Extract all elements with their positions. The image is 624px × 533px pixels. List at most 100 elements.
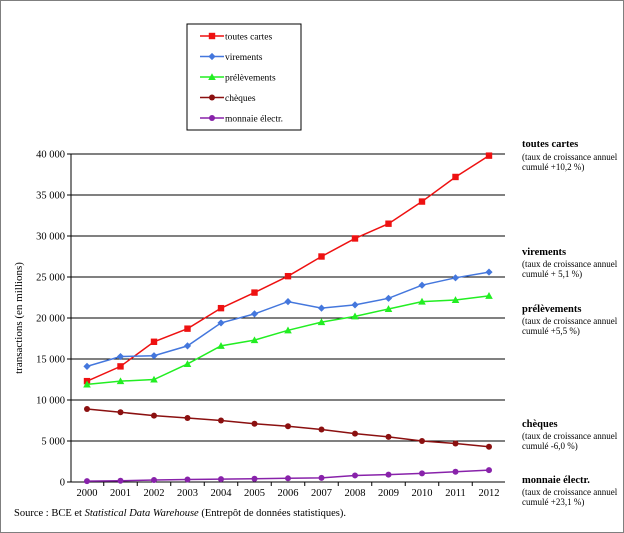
data-point [184,325,191,332]
data-point [183,360,192,367]
data-point [83,380,91,388]
x-tick-label: 2000 [77,488,98,499]
data-point [486,467,492,474]
data-point [385,433,392,440]
annotation-prelevements-text: (taux de croissance annuel cumulé +5,5 %… [522,316,622,336]
annotation-monnaie-title: monnaie électr. [522,475,590,486]
data-point [250,310,259,318]
data-point [384,305,393,313]
data-point [217,304,225,312]
data-point [318,426,325,433]
data-point [385,471,392,478]
legend-item-virements: virements [200,52,263,63]
series-toutes-cartes [83,152,493,385]
annotation-toutes-cartes-text: (taux de croissance annuel cumulé +10,2 … [522,152,622,172]
data-point [117,363,124,370]
annotation-line: (taux de croissance annuel [522,316,618,326]
data-point [251,289,258,296]
x-tick-label: 2005 [244,488,265,499]
x-tick-label: 2007 [311,488,332,499]
data-point [351,312,359,320]
x-tick-label: 2004 [211,488,233,499]
series-virements [83,268,493,370]
data-point [217,342,225,349]
legend-marker [209,115,215,121]
legend-label: virements [225,53,263,63]
data-point [150,338,158,345]
data-point [485,268,493,276]
annotation-line: (taux de croissance annuel [522,152,618,162]
legend-marker [209,94,215,101]
data-point [184,476,191,483]
x-tick-label: 2009 [378,488,399,499]
y-tick-label: 0 [60,478,65,489]
data-point [318,474,325,481]
legend-marker [208,32,216,40]
data-point [150,352,158,360]
legend-label: chèques [225,94,256,104]
data-point [452,173,459,181]
legend-label: prélèvements [225,74,276,84]
data-point [351,235,359,242]
data-point [452,468,459,475]
annotation-line: (taux de croissance annuel [522,487,618,497]
data-point [485,292,493,299]
series-line [86,295,490,386]
data-point [419,438,425,444]
legend-item-pr-l-vements: prélèvements [200,73,276,84]
data-point [251,475,258,482]
source-suffix: (Entrepôt de données statistiques). [198,508,346,519]
y-tick-label: 10 000 [36,396,65,407]
legend-label: monnaie électr. [225,115,283,125]
x-tick-label: 2006 [278,488,299,499]
annotation-monnaie-text: (taux de croissance annuel cumulé +23,1 … [522,487,622,507]
data-point [385,220,392,227]
y-tick-labels: 0 5 000 10 000 15 000 20 000 25 000 30 000 35 0… [36,150,65,489]
legend-item-toutes-cartes: toutes cartes [200,33,273,43]
annotation-cheques-text: (taux de croissance annuel cumulé -6,0 %… [522,431,622,451]
data-point [184,415,191,422]
legend: toutes cartes virements prélèvements chèque… [186,23,302,131]
y-tick-label: 15 000 [36,355,65,366]
x-tick-label: 2008 [345,488,366,499]
data-point [116,352,125,361]
series-ch-ques [84,406,492,450]
legend-marker [208,52,216,61]
legend-item-ch-ques: chèques [200,94,256,104]
source-italic: Statistical Data Warehouse [84,508,199,519]
data-point [218,476,224,483]
x-tick-label: 2011 [445,488,466,499]
data-point [418,297,426,305]
x-tick-labels: 2000 2001 2002 2003 2004 2005 2006 2007 2008 2009… [77,488,500,499]
data-point [486,443,492,450]
data-point [117,477,124,484]
data-point [317,318,326,326]
annotation-line: cumulé +10,2 %) [522,162,585,172]
data-point [218,417,224,424]
x-tick-label: 2002 [144,488,165,499]
data-point [84,478,90,485]
data-point [250,336,259,344]
annotation-virements-title: virements [522,247,567,258]
data-point [217,319,225,327]
annotation-prelevements-title: prélèvements [522,304,582,315]
data-point [285,423,291,430]
annotation-line: (taux de croissance annuel [522,431,618,441]
x-tick-label: 2010 [412,488,433,499]
y-axis-label: transactions (en millions) [13,262,25,374]
data-point [352,472,358,479]
y-tick-label: 5 000 [41,437,65,448]
annotation-toutes-cartes-title: toutes cartes [522,139,579,150]
annotation-line: cumulé -6,0 %) [522,441,578,451]
data-point [485,152,493,159]
y-tick-label: 20 000 [36,314,65,325]
data-point [150,375,158,383]
data-point [384,294,393,302]
data-point [317,304,326,312]
data-point [451,296,460,303]
y-tick-label: 30 000 [36,232,65,243]
annotation-line: cumulé +5,5 %) [522,326,580,336]
y-tick-label: 35 000 [36,191,65,202]
